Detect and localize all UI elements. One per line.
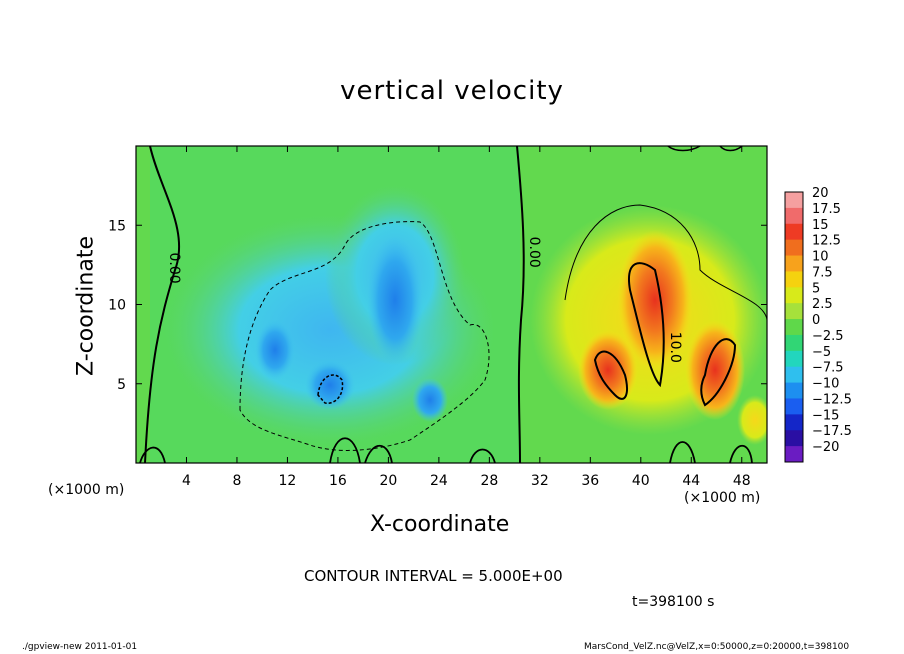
zero-contour-middle: [516, 146, 525, 463]
colorbar: 2017.51512.5107.552.50−2.5−5−7.5−10−12.5…: [784, 186, 852, 463]
x-unit-left: (×1000 m): [48, 482, 125, 498]
colorbar-label: −12.5: [812, 392, 852, 407]
colorbar-label: −10: [812, 377, 839, 392]
x-tick-label: 8: [232, 473, 241, 489]
x-tick-label: 48: [733, 473, 751, 489]
contour-label: 10.0: [667, 332, 683, 363]
colorbar-label: −15: [812, 408, 839, 423]
x-tick-label: 36: [581, 473, 599, 489]
colorbar-label: 0: [812, 313, 820, 328]
colorbar-label: −2.5: [812, 329, 844, 344]
chart-title: vertical velocity: [340, 76, 564, 106]
x-tick-label: 20: [379, 473, 397, 489]
x-tick-label: 16: [329, 473, 347, 489]
colorbar-swatch: [785, 239, 803, 257]
colorbar-swatch: [785, 334, 803, 352]
time-note: t=398100 s: [632, 594, 715, 610]
x-axis-ticks: 4 8 12 16 20 24 28 32 36 40 44 48: [182, 146, 751, 489]
colorbar-swatch: [785, 223, 803, 241]
colorbar-swatch: [785, 303, 803, 320]
x-tick-label: 40: [632, 473, 650, 489]
zero-contour-left: [144, 146, 181, 463]
colorbar-label: −17.5: [812, 424, 852, 439]
colorbar-label: −5: [812, 345, 831, 360]
colorbar-swatch: [785, 255, 803, 272]
y-axis-label: Z-coordinate: [73, 236, 99, 376]
colorbar-label: 17.5: [812, 202, 841, 217]
colorbar-label: −7.5: [812, 361, 844, 376]
colorbar-swatch: [785, 446, 803, 463]
x-tick-label: 24: [430, 473, 448, 489]
colorbar-swatch: [785, 414, 803, 431]
colorbar-label: 15: [812, 218, 829, 233]
footer-left: ./gpview-new 2011-01-01: [22, 642, 138, 652]
velocity-field: [136, 146, 767, 463]
colorbar-label: 5: [812, 281, 820, 296]
colorbar-swatch: [785, 398, 803, 415]
colorbar-swatch: [785, 350, 803, 368]
updraft-west-contour: [593, 350, 628, 400]
colorbar-label: 20: [812, 186, 829, 201]
updraft-core-contour: [628, 262, 665, 388]
colorbar-label: 7.5: [812, 265, 833, 280]
x-tick-label: 4: [182, 473, 191, 489]
x-tick-label: 32: [531, 473, 549, 489]
colorbar-swatch: [785, 207, 803, 225]
colorbar-swatch: [785, 287, 803, 304]
updraft-east-contour: [700, 338, 737, 407]
colorbar-swatch: [785, 366, 803, 384]
contour-label: 0.00: [166, 252, 182, 283]
y-axis-ticks: 5 10 15: [108, 218, 767, 393]
y-tick-label: 15: [108, 218, 126, 234]
y-tick-label: 5: [117, 377, 126, 393]
colorbar-swatch: [785, 192, 803, 209]
colorbar-label: 10: [812, 250, 829, 265]
contour-label: 0.00: [526, 237, 542, 268]
colorbar-swatch: [785, 319, 803, 336]
x-tick-label: 12: [279, 473, 297, 489]
x-unit-right: (×1000 m): [684, 490, 761, 506]
colorbar-label: 12.5: [812, 234, 841, 249]
colorbar-swatch: [785, 382, 803, 399]
x-tick-label: 28: [480, 473, 498, 489]
colorbar-swatch: [785, 430, 803, 447]
y-tick-label: 10: [108, 298, 126, 314]
contour-labels: 0.00 0.00 10.0: [166, 237, 683, 363]
colorbar-label: 2.5: [812, 297, 833, 312]
positive-contour-outer: [564, 204, 767, 321]
contour-interval-note: CONTOUR INTERVAL = 5.000E+00: [304, 567, 563, 585]
colorbar-label: −20: [812, 440, 839, 455]
x-axis-label: X-coordinate: [370, 512, 510, 537]
x-tick-label: 44: [682, 473, 700, 489]
colorbar-swatch: [785, 271, 803, 288]
footer-right: MarsCond_VelZ.nc@VelZ,x=0:50000,z=0:2000…: [584, 642, 850, 652]
